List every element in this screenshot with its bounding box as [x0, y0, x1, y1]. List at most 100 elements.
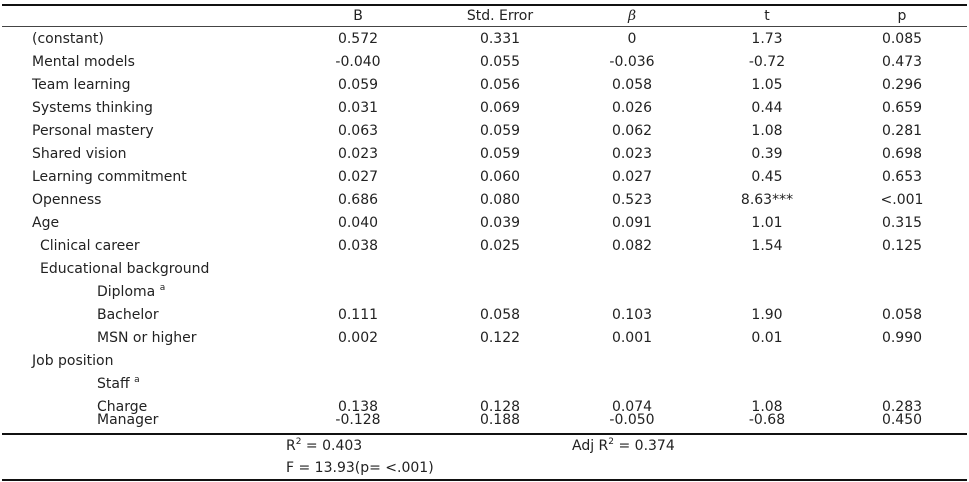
row-label: Mental models [32, 54, 135, 70]
cell-t: 8.63*** [740, 192, 794, 208]
cell-p: 0.473 [881, 54, 923, 70]
table-row: Team learning 0.059 0.056 0.058 1.05 0.2… [2, 74, 967, 97]
row-label: (constant) [32, 31, 104, 47]
cell-se: 0.025 [479, 238, 521, 254]
cell-b: 0.002 [337, 330, 379, 346]
cell-se: 0.122 [479, 330, 521, 346]
row-label: Learning commitment [32, 169, 187, 185]
table-row: Job position [2, 350, 967, 373]
footer-rule [2, 433, 967, 435]
cell-b: 0.031 [337, 100, 379, 116]
cell-p: 0.058 [881, 307, 923, 323]
cell-b: 0.572 [337, 31, 379, 47]
cell-b: 0.023 [337, 146, 379, 162]
header-beta: β [627, 8, 637, 24]
row-label: Charge [97, 399, 148, 415]
table-bottom-rule [2, 479, 967, 481]
row-label: Age [32, 215, 60, 231]
cell-se: 0.080 [479, 192, 521, 208]
cell-b: -0.040 [335, 54, 381, 70]
cell-t: -0.72 [748, 54, 786, 70]
cell-beta: 0 [627, 31, 637, 47]
table-row: Mental models -0.040 0.055 -0.036 -0.72 … [2, 51, 967, 74]
cell-beta: -0.036 [609, 54, 655, 70]
cell-se: 0.058 [479, 307, 521, 323]
cell-beta: 0.103 [611, 307, 653, 323]
cell-p: 0.296 [881, 77, 923, 93]
cell-se: 0.069 [479, 100, 521, 116]
cell-t: 1.54 [751, 238, 783, 254]
cell-b: 0.038 [337, 238, 379, 254]
cell-p: 0.653 [881, 169, 923, 185]
cell-b: 0.027 [337, 169, 379, 185]
cell-p: 0.990 [881, 330, 923, 346]
table-row: Systems thinking 0.031 0.069 0.026 0.44 … [2, 97, 967, 120]
cell-t: 1.08 [751, 399, 783, 415]
cell-p: 0.125 [881, 238, 923, 254]
cell-t: -0.68 [748, 412, 786, 428]
cell-se: 0.331 [479, 31, 521, 47]
header-b: B [353, 8, 363, 24]
table-row: Learning commitment 0.027 0.060 0.027 0.… [2, 166, 967, 189]
header-std-error: Std. Error [466, 8, 534, 24]
cell-t: 1.01 [751, 215, 783, 231]
cell-se: 0.188 [479, 412, 521, 428]
cell-p: 0.698 [881, 146, 923, 162]
cell-se: 0.039 [479, 215, 521, 231]
cell-b: 0.059 [337, 77, 379, 93]
table-row: Charge 0.138 0.128 0.074 1.08 0.283 [2, 396, 967, 419]
reference-marker: a [159, 283, 166, 293]
cell-beta: 0.523 [611, 192, 653, 208]
cell-beta: 0.027 [611, 169, 653, 185]
cell-se: 0.059 [479, 123, 521, 139]
cell-beta: -0.050 [609, 412, 655, 428]
row-label: Clinical career [40, 238, 140, 254]
cell-p: 0.085 [881, 31, 923, 47]
cell-p: 0.283 [881, 399, 923, 415]
regression-table: B Std. Error β t p (constant) 0.572 0.33… [2, 4, 967, 481]
row-label: Team learning [32, 77, 131, 93]
cell-t: 0.45 [751, 169, 783, 185]
cell-se: 0.128 [479, 399, 521, 415]
table-row: Clinical career 0.038 0.025 0.082 1.54 0… [2, 235, 967, 258]
adjusted-r-squared: Adj R2 = 0.374 [572, 437, 675, 455]
cell-b: 0.138 [337, 399, 379, 415]
cell-b: 0.040 [337, 215, 379, 231]
row-label: Job position [32, 353, 114, 369]
table-row: Personal mastery 0.063 0.059 0.062 1.08 … [2, 120, 967, 143]
cell-p: 0.315 [881, 215, 923, 231]
table-top-rule [2, 4, 967, 6]
cell-beta: 0.058 [611, 77, 653, 93]
cell-se: 0.059 [479, 146, 521, 162]
cell-beta: 0.091 [611, 215, 653, 231]
row-label: MSN or higher [97, 330, 197, 346]
cell-beta: 0.062 [611, 123, 653, 139]
table-row: MSN or higher 0.002 0.122 0.001 0.01 0.9… [2, 327, 967, 350]
row-label: Personal mastery [32, 123, 154, 139]
row-label: Systems thinking [32, 100, 153, 116]
row-label: Diploma a [97, 283, 166, 301]
table-row: Openness 0.686 0.080 0.523 8.63*** <.001 [2, 189, 967, 212]
cell-b: 0.686 [337, 192, 379, 208]
f-statistic: F = 13.93(p= <.001) [286, 460, 434, 476]
header-p: p [897, 8, 907, 24]
cell-p: 0.659 [881, 100, 923, 116]
cell-beta: 0.082 [611, 238, 653, 254]
cell-se: 0.055 [479, 54, 521, 70]
table-row: Age 0.040 0.039 0.091 1.01 0.315 [2, 212, 967, 235]
cell-se: 0.060 [479, 169, 521, 185]
table-row: Educational background [2, 258, 967, 281]
cell-beta: 0.074 [611, 399, 653, 415]
cell-t: 1.08 [751, 123, 783, 139]
cell-t: 1.05 [751, 77, 783, 93]
cell-t: 0.39 [751, 146, 783, 162]
cell-t: 1.73 [751, 31, 783, 47]
header-rule [2, 26, 967, 27]
table-row: Bachelor 0.111 0.058 0.103 1.90 0.058 [2, 304, 967, 327]
row-label: Shared vision [32, 146, 127, 162]
cell-beta: 0.001 [611, 330, 653, 346]
cell-p: <.001 [880, 192, 924, 208]
cell-p: 0.281 [881, 123, 923, 139]
row-label: Staff a [97, 375, 140, 393]
row-label: Openness [32, 192, 102, 208]
